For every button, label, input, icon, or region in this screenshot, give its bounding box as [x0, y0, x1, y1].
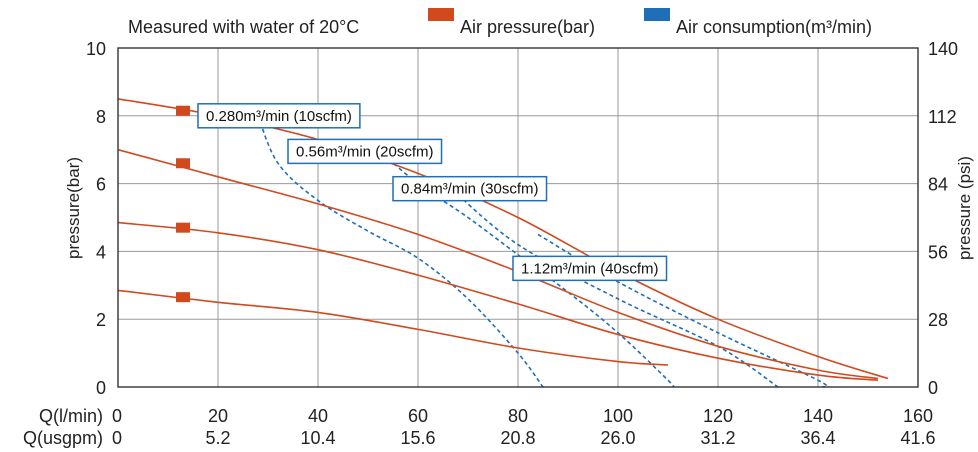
y-tick-left: 6 — [96, 175, 106, 195]
y-tick-left: 2 — [96, 310, 106, 330]
callout-2: 0.84m³/min (30scfm) — [392, 175, 548, 202]
air-pressure-marker-1 — [176, 158, 190, 169]
y-tick-right: 28 — [928, 310, 948, 330]
x-tick-usgpm: 0 — [112, 428, 122, 448]
x-tick-lpm: 20 — [208, 406, 228, 426]
callout-box-1 — [287, 138, 443, 165]
y-tick-right: 0 — [928, 378, 938, 398]
plot-border — [117, 47, 919, 388]
y-tick-right: 112 — [928, 107, 957, 127]
air-pressure-line-3 — [117, 289, 669, 366]
x-tick-lpm: 160 — [903, 406, 933, 426]
air-pressure-lines — [117, 98, 889, 381]
callout-box-2 — [392, 175, 548, 202]
air-pressure-marker-2 — [176, 222, 190, 233]
x-tick-lpm: 140 — [803, 406, 833, 426]
x-tick-lpm: 40 — [308, 406, 328, 426]
y-axis-title-right: pressure (psi) — [955, 156, 974, 260]
callout-label-2: 0.84m³/min (30scfm) — [401, 181, 539, 198]
x-axis-title-usgpm: Q(usgpm) — [23, 428, 103, 448]
plot-frame — [117, 47, 919, 388]
air-pressure-marker-0 — [176, 105, 190, 116]
legend-swatch-air-pressure — [428, 8, 454, 21]
legend-label-air-pressure: Air pressure(bar) — [460, 17, 595, 37]
air-consumption-line-3 — [537, 233, 828, 388]
x-tick-lpm: 100 — [603, 406, 633, 426]
callouts: 0.280m³/min (10scfm) 0.56m³/min (20scfm) 0… — [197, 103, 668, 282]
x-tick-lpm: 60 — [408, 406, 428, 426]
air-pressure-marker-3 — [176, 292, 190, 303]
legend-swatch-air-consumption — [644, 8, 670, 21]
legend-label-air-consumption: Air consumption(m³/min) — [676, 17, 872, 37]
x-tick-usgpm: 41.6 — [900, 428, 935, 448]
callout-0: 0.280m³/min (10scfm) — [197, 103, 361, 129]
callout-box-0 — [197, 103, 361, 129]
y-tick-left: 4 — [96, 242, 106, 262]
callout-label-0: 0.280m³/min (10scfm) — [206, 108, 352, 125]
callout-1: 0.56m³/min (20scfm) — [287, 138, 443, 165]
callout-box-3 — [512, 255, 668, 282]
y-tick-right: 140 — [928, 39, 958, 59]
y-axis-title-left: pressure(bar) — [64, 157, 83, 259]
air-pressure-line-2 — [117, 221, 879, 381]
x-tick-lpm: 0 — [112, 406, 122, 426]
y-tick-left: 8 — [96, 107, 106, 127]
air-consumption-line-2 — [452, 189, 779, 388]
x-tick-usgpm: 20.8 — [500, 428, 535, 448]
y-tick-left: 10 — [86, 39, 106, 59]
y-tick-left: 0 — [96, 378, 106, 398]
x-tick-usgpm: 5.2 — [205, 428, 230, 448]
x-tick-lpm: 80 — [508, 406, 528, 426]
x-tick-usgpm: 31.2 — [700, 428, 735, 448]
measurement-note: Measured with water of 20°C — [128, 17, 359, 37]
x-tick-usgpm: 10.4 — [300, 428, 335, 448]
x-tick-usgpm: 26.0 — [600, 428, 635, 448]
callout-3: 1.12m³/min (40scfm) — [512, 255, 668, 282]
x-tick-lpm: 120 — [703, 406, 733, 426]
y-tick-right: 84 — [928, 175, 948, 195]
tick-labels: 0246810028568411214000205.24010.46015.68… — [86, 39, 958, 448]
callout-label-3: 1.12m³/min (40scfm) — [521, 260, 659, 277]
y-tick-right: 56 — [928, 242, 948, 262]
x-tick-usgpm: 36.4 — [800, 428, 835, 448]
x-tick-usgpm: 15.6 — [400, 428, 435, 448]
callout-label-1: 0.56m³/min (20scfm) — [296, 143, 434, 160]
x-axis-title-lpm: Q(l/min) — [39, 406, 103, 426]
